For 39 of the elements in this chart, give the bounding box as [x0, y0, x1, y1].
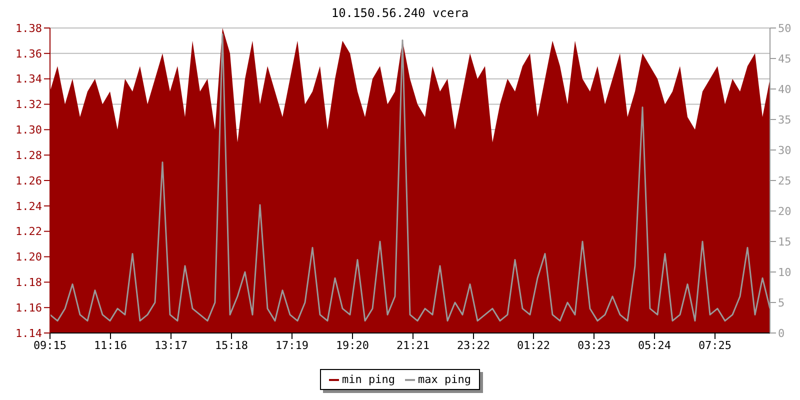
y2-tick-label: 30 [778, 144, 792, 157]
x-tick-label: 05:24 [638, 338, 672, 352]
x-tick-label: 21:21 [396, 338, 430, 352]
y-tick-label: 1.22 [16, 225, 42, 238]
y2-tick-label: 40 [778, 82, 792, 96]
x-tick-label: 11:16 [94, 338, 128, 352]
y-tick-label: 1.14 [16, 326, 42, 340]
y-tick-label: 1.28 [16, 148, 42, 162]
y2-tick-label: 50 [778, 22, 792, 35]
y-tick-label: 1.34 [16, 72, 42, 86]
x-tick-label: 15:18 [214, 338, 248, 352]
y-tick-label: 1.32 [16, 98, 42, 112]
y-tick-label: 1.24 [16, 200, 42, 213]
y2-tick-label: 45 [778, 52, 792, 66]
y-tick-label: 1.20 [16, 250, 42, 264]
y2-tick-label: 15 [778, 235, 792, 248]
x-tick-label: 07:25 [698, 338, 732, 352]
x-tick-label: 01:22 [516, 338, 550, 352]
y2-tick-label: 0 [778, 326, 785, 340]
y2-tick-label: 20 [778, 204, 792, 218]
x-tick-label: 09:15 [33, 338, 67, 352]
legend-label: min ping [342, 373, 395, 386]
y-tick-label: 1.26 [16, 174, 42, 188]
y-tick-label: 1.38 [16, 22, 42, 35]
legend-label: max ping [418, 373, 471, 386]
x-tick-label: 23:22 [456, 338, 490, 352]
y2-tick-label: 5 [778, 296, 785, 310]
x-tick-label: 03:23 [577, 338, 611, 352]
x-tick-label: 13:17 [154, 338, 188, 352]
y-tick-label: 1.36 [16, 47, 42, 60]
y-tick-label: 1.16 [16, 301, 42, 314]
y-tick-label: 1.18 [16, 276, 42, 290]
y-tick-label: 1.30 [16, 124, 42, 137]
x-tick-label: 17:19 [275, 338, 309, 352]
x-tick-label: 19:20 [336, 338, 370, 352]
y2-tick-label: 25 [778, 174, 792, 188]
y2-tick-label: 35 [778, 113, 792, 126]
chart-title: 10.150.56.240 vcera [331, 6, 469, 20]
y2-tick-label: 10 [778, 266, 792, 279]
